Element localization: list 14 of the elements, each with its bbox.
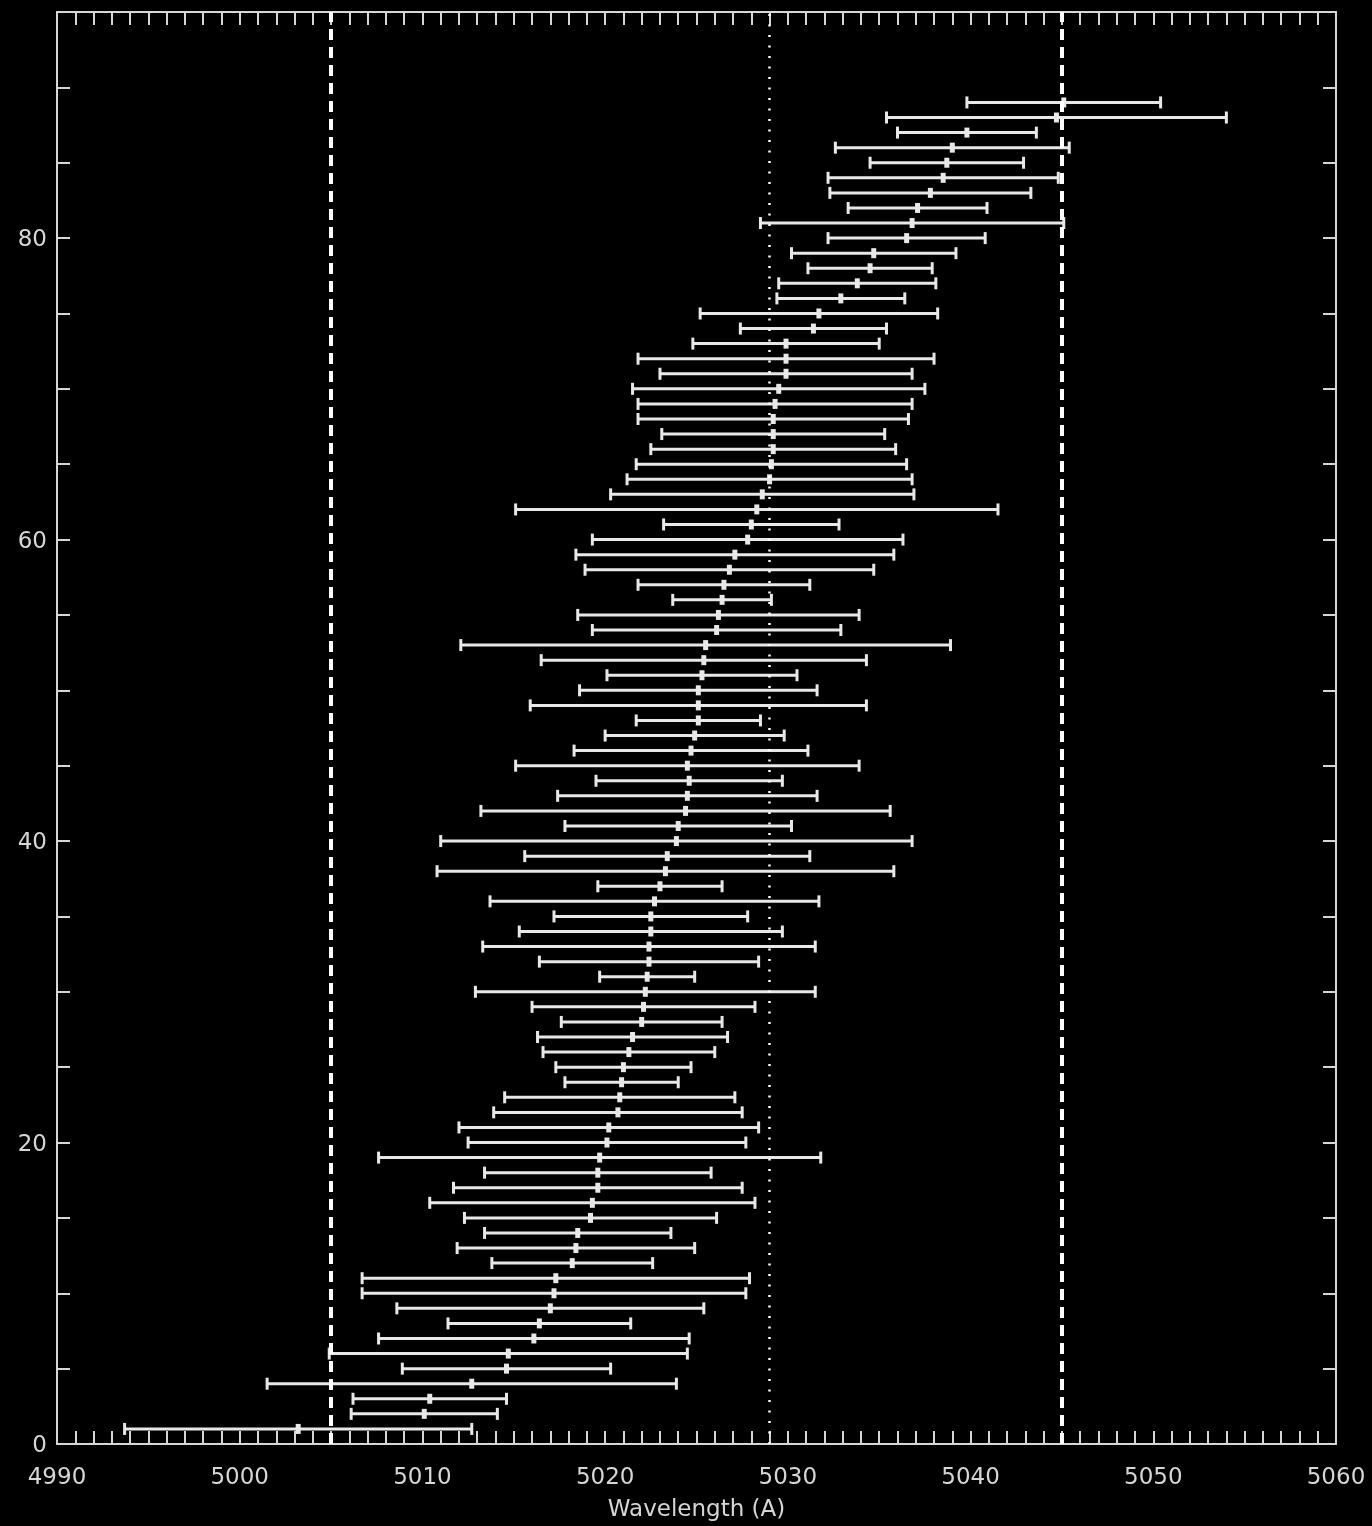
y-tick-label: 60 bbox=[17, 526, 47, 553]
y-tick-label: 80 bbox=[17, 225, 47, 252]
y-tick-label: 20 bbox=[17, 1129, 47, 1156]
x-tick-label: 5010 bbox=[393, 1462, 452, 1489]
x-tick-label: 5040 bbox=[941, 1462, 1000, 1489]
x-tick-label: 5050 bbox=[1124, 1462, 1183, 1489]
x-tick-label: 5000 bbox=[210, 1462, 269, 1489]
x-tick-label: 4990 bbox=[27, 1462, 87, 1489]
x-axis-title: Wavelength (A) bbox=[607, 1494, 786, 1521]
x-tick-label: 5060 bbox=[1306, 1462, 1366, 1489]
x-tick-label: 5030 bbox=[758, 1462, 818, 1489]
x-tick-label: 5020 bbox=[575, 1462, 635, 1489]
y-tick-label: 0 bbox=[32, 1431, 47, 1457]
y-tick-label: 40 bbox=[17, 828, 47, 855]
